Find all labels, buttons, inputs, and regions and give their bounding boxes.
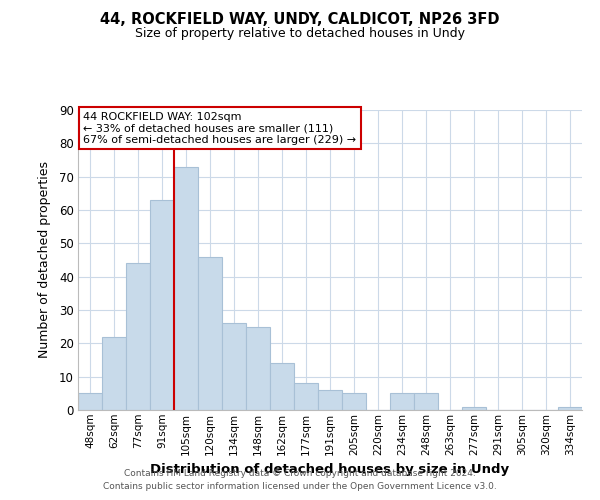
Bar [390, 394, 414, 410]
Bar [318, 390, 342, 410]
Text: 44, ROCKFIELD WAY, UNDY, CALDICOT, NP26 3FD: 44, ROCKFIELD WAY, UNDY, CALDICOT, NP26 … [100, 12, 500, 28]
Bar [222, 324, 246, 410]
Bar [174, 166, 198, 410]
Bar [342, 394, 366, 410]
Text: Size of property relative to detached houses in Undy: Size of property relative to detached ho… [135, 28, 465, 40]
X-axis label: Distribution of detached houses by size in Undy: Distribution of detached houses by size … [151, 463, 509, 476]
Bar [294, 384, 318, 410]
Bar [270, 364, 294, 410]
Bar [462, 406, 486, 410]
Text: Contains public sector information licensed under the Open Government Licence v3: Contains public sector information licen… [103, 482, 497, 491]
Bar [78, 394, 102, 410]
Bar [246, 326, 270, 410]
Bar [558, 406, 582, 410]
Bar [102, 336, 126, 410]
Bar [126, 264, 150, 410]
Bar [414, 394, 438, 410]
Text: 44 ROCKFIELD WAY: 102sqm
← 33% of detached houses are smaller (111)
67% of semi-: 44 ROCKFIELD WAY: 102sqm ← 33% of detach… [83, 112, 356, 144]
Y-axis label: Number of detached properties: Number of detached properties [38, 162, 50, 358]
Bar [198, 256, 222, 410]
Bar [150, 200, 174, 410]
Text: Contains HM Land Registry data © Crown copyright and database right 2024.: Contains HM Land Registry data © Crown c… [124, 468, 476, 477]
